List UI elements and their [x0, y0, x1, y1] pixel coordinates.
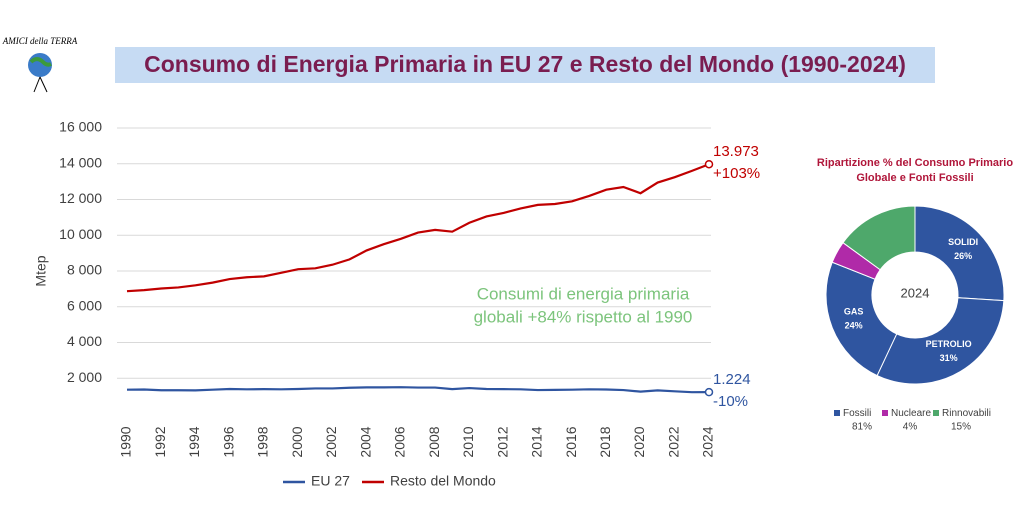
x-tick-label: 2012: [494, 426, 510, 457]
slice-label: SOLIDI: [948, 237, 978, 247]
logo-text: AMICI della TERRA: [2, 36, 78, 46]
y-tick-label: 12 000: [59, 190, 102, 206]
legend-value: 81%: [852, 422, 872, 433]
end-marker: [704, 159, 714, 169]
slice-label: PETROLIO: [926, 339, 972, 349]
x-tick-label: 2008: [426, 426, 442, 457]
annotation: Consumi di energia primaria: [477, 284, 690, 303]
y-tick-label: 6 000: [67, 297, 102, 313]
y-tick-label: 2 000: [67, 369, 102, 385]
legend-value: 4%: [903, 422, 918, 433]
slice-value: 26%: [954, 251, 972, 261]
legend-label: Nucleare: [891, 408, 931, 419]
x-tick-label: 2022: [665, 426, 681, 457]
line: [126, 163, 710, 293]
x-tick-label: 2020: [631, 426, 647, 457]
logo-leg: [39, 76, 48, 93]
x-tick-label: 2010: [460, 426, 476, 457]
change-label: +103%: [713, 165, 760, 182]
legend-label: Rinnovabili: [942, 408, 991, 419]
x-tick-label: 2004: [357, 426, 373, 457]
slice-label: GAS: [844, 307, 864, 317]
legend-swatch: [834, 410, 840, 416]
y-tick-label: 14 000: [59, 154, 102, 170]
title: Consumo di Energia Primaria in EU 27 e R…: [144, 51, 906, 77]
x-tick-label: 2018: [597, 426, 613, 457]
x-tick-label: 1998: [255, 426, 271, 457]
x-tick-label: 2002: [323, 426, 339, 457]
legend-swatch: [933, 410, 939, 416]
y-axis-label: Mtep: [33, 255, 49, 286]
y-tick-label: 16 000: [59, 119, 102, 135]
x-tick-label: 1996: [220, 426, 236, 457]
legend-value: 15%: [951, 422, 971, 433]
x-tick-label: 1992: [152, 426, 168, 457]
x-tick-label: 2014: [529, 426, 545, 457]
annotation: globali +84% rispetto al 1990: [474, 307, 693, 326]
pie-title: Ripartizione % del Consumo Primario Glob…: [816, 157, 1014, 184]
slice-value: 31%: [940, 353, 958, 363]
pie-slice: [876, 297, 1005, 385]
x-tick-label: 2024: [700, 426, 716, 457]
legend-label: Fossili: [843, 408, 871, 419]
pie-slice: [842, 205, 916, 271]
title-bg: [115, 47, 935, 83]
x-tick-label: 1994: [186, 426, 202, 457]
logo-land: [29, 57, 52, 67]
end-label: 13.973: [713, 143, 759, 160]
line: [126, 386, 710, 394]
x-tick-label: 2006: [392, 426, 408, 457]
end-marker: [704, 387, 714, 397]
y-tick-label: 8 000: [67, 262, 102, 278]
slice-value: 24%: [845, 321, 863, 331]
change-label: -10%: [713, 393, 748, 410]
end-label: 1.224: [713, 371, 751, 388]
x-tick-label: 2016: [563, 426, 579, 457]
legend-swatch: [882, 410, 888, 416]
y-tick-label: 4 000: [67, 333, 102, 349]
pie-center-label: 2024: [901, 285, 930, 300]
logo-leg: [33, 76, 41, 93]
pie-slice: [825, 261, 898, 377]
legend-label: EU 27: [311, 473, 350, 489]
y-tick-label: 10 000: [59, 226, 102, 242]
pie-slice: [914, 205, 1005, 302]
x-tick-label: 2000: [289, 426, 305, 457]
legend-label: Resto del Mondo: [390, 473, 496, 489]
x-tick-label: 1990: [118, 426, 134, 457]
